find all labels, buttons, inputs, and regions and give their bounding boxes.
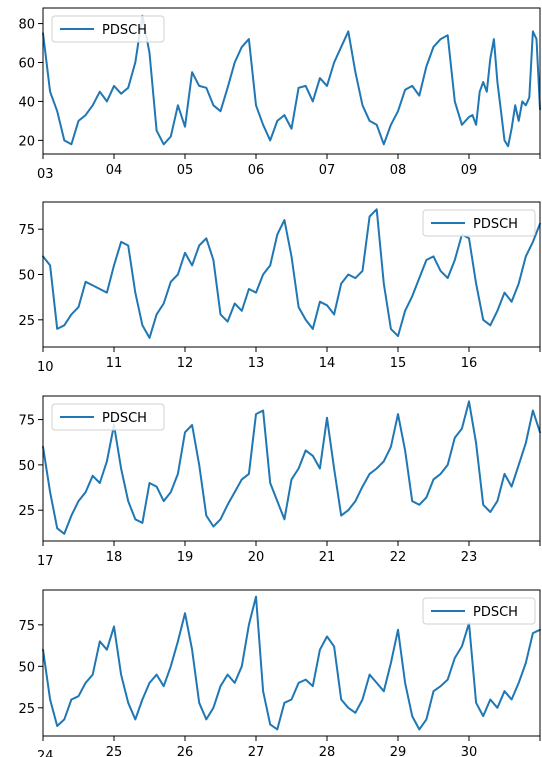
x-tick-label: 20 [248,550,265,565]
subplot-1: 03 04 05 06 07 08 09 20 40 60 80 PDSCH [18,7,541,182]
y-tick-label: 40 [18,95,35,110]
y-tick-label: 20 [18,134,35,149]
legend-label: PDSCH [473,217,518,232]
x-tick-label: 21 [319,550,336,565]
y-tick-label: 25 [18,504,35,519]
legend-box [51,15,165,43]
legend: PDSCH [51,403,165,431]
legend-label: PDSCH [102,411,147,426]
axes-frame [42,7,541,155]
subplot-2: 10 11 12 13 14 15 16 25 50 75 PDSCH [18,201,541,375]
x-tick-label: 04 [106,163,123,178]
x-tick-label: 07 [319,163,336,178]
x-tick-label: 08 [390,163,407,178]
x-tick-label: 13 [248,356,265,371]
legend-label: PDSCH [473,605,518,620]
x-tick-label: 19 [177,550,194,565]
x-tick-label: 23 [461,550,478,565]
legend-box [422,209,536,237]
x-tick-label: 22 [390,550,407,565]
legend-label: PDSCH [102,23,147,38]
x-tick-label: 11 [106,356,123,371]
series-line-pdsch [42,400,541,535]
x-tick-label: 28 [319,745,336,757]
x-tick-label: 25 [106,745,123,757]
x-tick-label: 16 [461,356,478,371]
y-tick-label: 80 [18,18,35,33]
series-line-pdsch [42,208,541,339]
x-tick-label: 17 [37,554,54,569]
subplot-4: 24 25 26 27 28 29 30 25 50 75 PDSCH [18,589,541,757]
x-tick-label: 27 [248,745,265,757]
legend-box [51,403,165,431]
y-tick-label: 75 [18,414,35,429]
legend-box [422,597,536,625]
x-tick-label: 30 [461,745,478,757]
x-tick-label: 09 [461,163,478,178]
y-tick-label: 60 [18,57,35,72]
x-tick-label: 18 [106,550,123,565]
x-tick-label: 26 [177,745,194,757]
axes-frame [42,589,541,737]
y-tick-label: 75 [18,223,35,238]
legend: PDSCH [422,209,536,237]
x-tick-label: 15 [390,356,407,371]
x-tick-label: 24 [37,749,54,757]
y-tick-label: 75 [18,619,35,634]
legend: PDSCH [51,15,165,43]
x-tick-label: 10 [37,360,54,375]
axes-frame [42,395,541,542]
y-tick-label: 50 [18,660,35,675]
series-line-pdsch [42,14,541,148]
legend: PDSCH [422,597,536,625]
x-tick-label: 03 [37,167,54,182]
y-tick-label: 50 [18,459,35,474]
x-tick-label: 06 [248,163,265,178]
x-tick-label: 14 [319,356,336,371]
y-tick-label: 25 [18,702,35,717]
x-tick-label: 29 [390,745,407,757]
y-tick-label: 50 [18,269,35,284]
y-tick-label: 25 [18,314,35,329]
x-tick-label: 12 [177,356,194,371]
subplot-3: 17 18 19 20 21 22 23 25 50 75 PDSCH [18,395,541,569]
series-line-pdsch [42,595,541,731]
x-tick-label: 05 [177,163,194,178]
